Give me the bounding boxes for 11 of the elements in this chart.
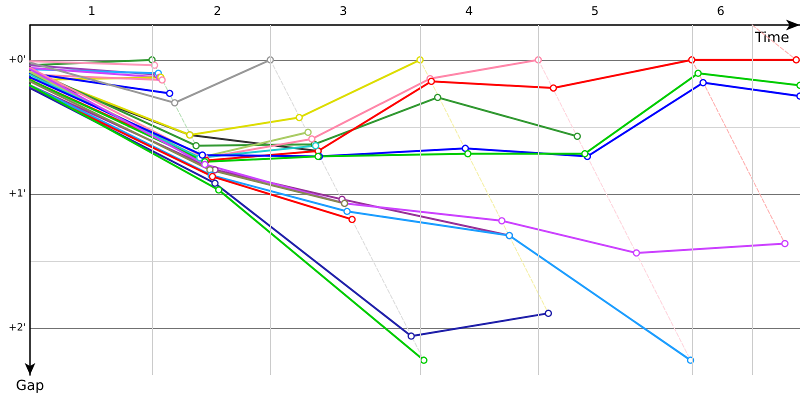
x-axis-title: Time — [754, 30, 790, 46]
x-tick-label: 5 — [591, 4, 599, 18]
x-tick-label: 6 — [716, 4, 725, 18]
y-tick-label: +0' — [8, 54, 26, 66]
x-tick-label: 3 — [339, 4, 348, 18]
x-tick-label: 1 — [88, 4, 96, 18]
x-tick-label: 2 — [214, 4, 222, 18]
y-tick-label: +1' — [8, 188, 26, 200]
y-tick-label: +2' — [8, 322, 26, 334]
y-axis-title: Gap — [16, 378, 44, 394]
x-tick-label: 4 — [465, 4, 473, 18]
